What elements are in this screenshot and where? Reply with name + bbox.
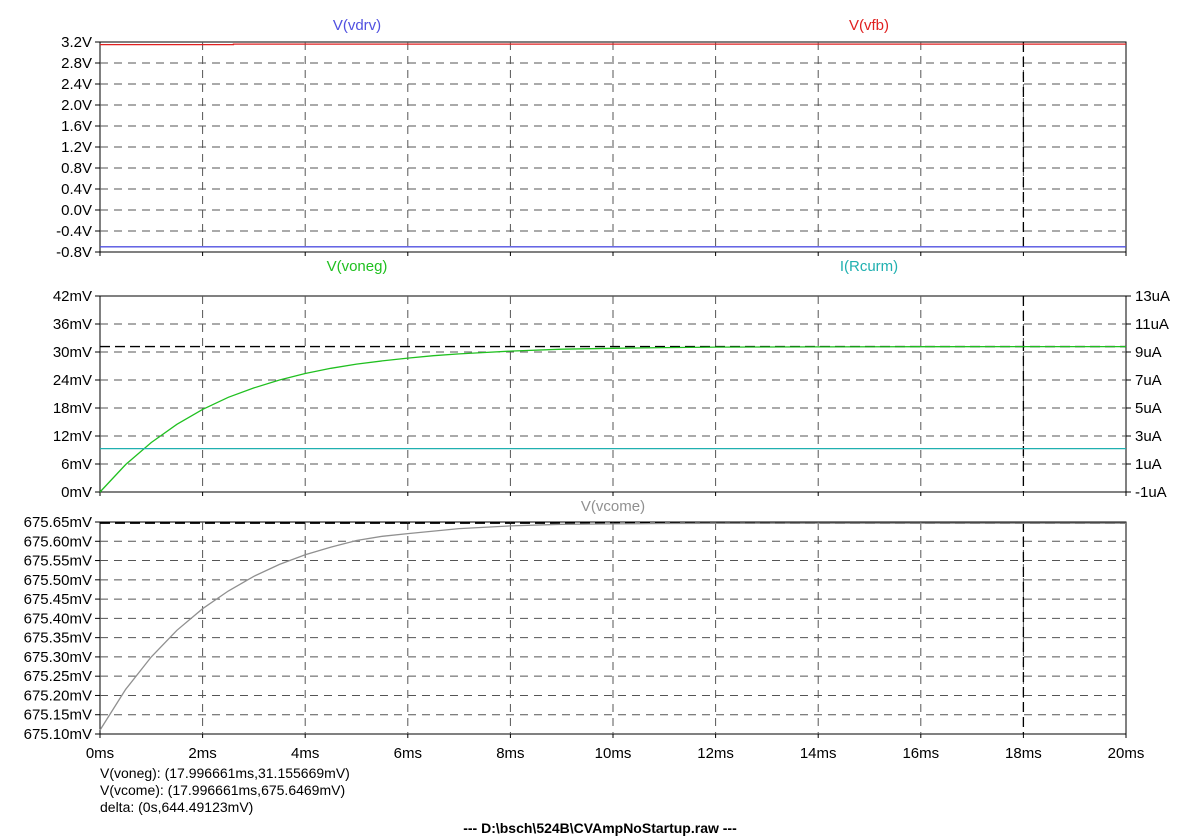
- y-tick-label: 2.8V: [61, 55, 92, 72]
- x-tick-label: 20ms: [1108, 745, 1145, 762]
- x-tick-label: 4ms: [291, 745, 319, 762]
- y-tick-label: 675.50mV: [24, 572, 92, 589]
- x-tick-label: 10ms: [595, 745, 632, 762]
- y2-tick-label: 9uA: [1135, 344, 1162, 361]
- y-tick-label: 0mV: [61, 484, 92, 501]
- y-tick-label: 42mV: [53, 288, 92, 305]
- x-tick-label: 0ms: [86, 745, 114, 762]
- y2-tick-label: 3uA: [1135, 428, 1162, 445]
- trace-v-voneg: [99, 345, 1126, 493]
- y-tick-label: 12mV: [53, 428, 92, 445]
- y-tick-label: 2.4V: [61, 76, 92, 93]
- y2-tick-label: 13uA: [1135, 288, 1170, 305]
- y-tick-label: 0.4V: [61, 181, 92, 198]
- y-tick-label: 0.0V: [61, 202, 92, 219]
- x-tick-label: 18ms: [1005, 745, 1042, 762]
- y-tick-label: 30mV: [53, 344, 92, 361]
- y-tick-label: 675.60mV: [24, 533, 92, 550]
- y-tick-label: 24mV: [53, 372, 92, 389]
- y-tick-label: 1.6V: [61, 118, 92, 135]
- raw-file-path: --- D:\bsch\524B\CVAmpNoStartup.raw ---: [463, 820, 737, 836]
- y-tick-label: 675.15mV: [24, 707, 92, 724]
- y-tick-label: 36mV: [53, 316, 92, 333]
- trace-label: V(voneg): [327, 258, 388, 275]
- y-tick-label: 675.55mV: [24, 553, 92, 570]
- y-tick-label: -0.8V: [56, 244, 92, 261]
- y-tick-label: 675.25mV: [24, 668, 92, 685]
- y-tick-label: 675.40mV: [24, 610, 92, 627]
- x-tick-label: 16ms: [902, 745, 939, 762]
- x-tick-label: 2ms: [188, 745, 216, 762]
- cursor-readout-voneg: V(voneg): (17.996661ms,31.155669mV): [100, 765, 350, 781]
- y-tick-label: 675.30mV: [24, 649, 92, 666]
- y-tick-label: 675.65mV: [24, 514, 92, 531]
- y-tick-label: 675.35mV: [24, 630, 92, 647]
- x-tick-label: 8ms: [496, 745, 524, 762]
- trace-label: V(vfb): [849, 17, 889, 34]
- y2-tick-label: 1uA: [1135, 456, 1162, 473]
- y-tick-label: 3.2V: [61, 34, 92, 51]
- trace-v-vfb: [100, 43, 1126, 46]
- y-tick-label: 6mV: [61, 456, 92, 473]
- trace-v-vcome: [99, 522, 1126, 731]
- trace-label: V(vcome): [581, 498, 645, 515]
- y-tick-label: 2.0V: [61, 97, 92, 114]
- cursor-readout-vcome: V(vcome): (17.996661ms,675.6469mV): [100, 782, 346, 798]
- x-tick-label: 6ms: [394, 745, 422, 762]
- y2-tick-label: 11uA: [1135, 316, 1169, 333]
- y-tick-label: -0.4V: [56, 223, 92, 240]
- x-tick-label: 14ms: [800, 745, 837, 762]
- y2-tick-label: -1uA: [1135, 484, 1167, 501]
- y-tick-label: 675.10mV: [24, 726, 92, 743]
- cursor-readout-delta: delta: (0s,644.49123mV): [100, 799, 254, 815]
- y-tick-label: 0.8V: [61, 160, 92, 177]
- trace-label: V(vdrv): [333, 17, 381, 34]
- y-tick-label: 675.45mV: [24, 591, 92, 608]
- trace-label: I(Rcurm): [840, 258, 898, 275]
- y2-tick-label: 7uA: [1135, 372, 1162, 389]
- y-tick-label: 1.2V: [61, 139, 92, 156]
- y-tick-label: 18mV: [53, 400, 92, 417]
- y-tick-label: 675.20mV: [24, 687, 92, 704]
- x-tick-label: 12ms: [697, 745, 734, 762]
- y2-tick-label: 5uA: [1135, 400, 1162, 417]
